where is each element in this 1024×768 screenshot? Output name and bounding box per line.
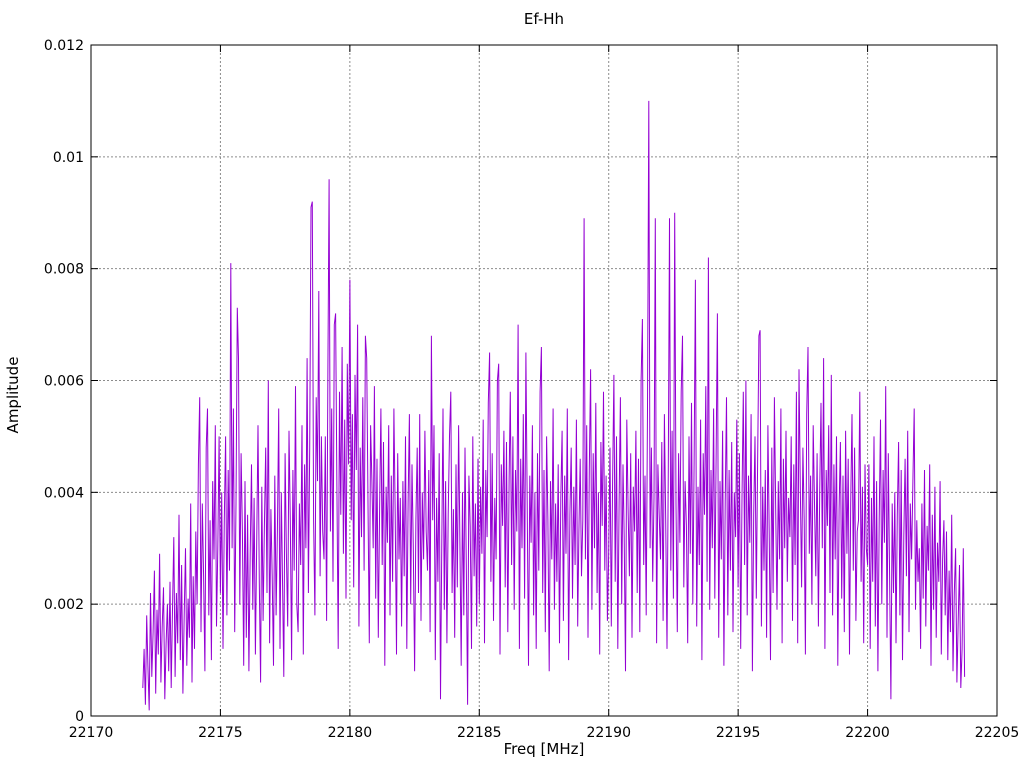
x-tick-label: 22180 — [328, 725, 373, 741]
x-tick-label: 22190 — [586, 725, 631, 741]
y-tick-label: 0 — [75, 709, 84, 725]
x-tick-label: 22175 — [198, 725, 243, 741]
y-tick-label: 0.006 — [44, 374, 84, 390]
x-tick-label: 22205 — [975, 725, 1020, 741]
y-tick-label: 0.008 — [44, 262, 84, 278]
x-tick-label: 22185 — [457, 725, 502, 741]
y-tick-label: 0.01 — [53, 150, 84, 166]
x-tick-label: 22170 — [69, 725, 114, 741]
chart-title: Ef-Hh — [523, 10, 565, 28]
y-tick-label: 0.002 — [44, 597, 84, 613]
y-tick-label: 0.012 — [44, 38, 84, 54]
y-tick-label: 0.004 — [44, 485, 84, 501]
data-polyline — [142, 100, 966, 711]
x-tick-label: 22195 — [716, 725, 761, 741]
plot-border — [90, 44, 998, 717]
x-axis-label: Freq [MHz] — [503, 740, 585, 758]
x-tick-label: 22200 — [845, 725, 890, 741]
